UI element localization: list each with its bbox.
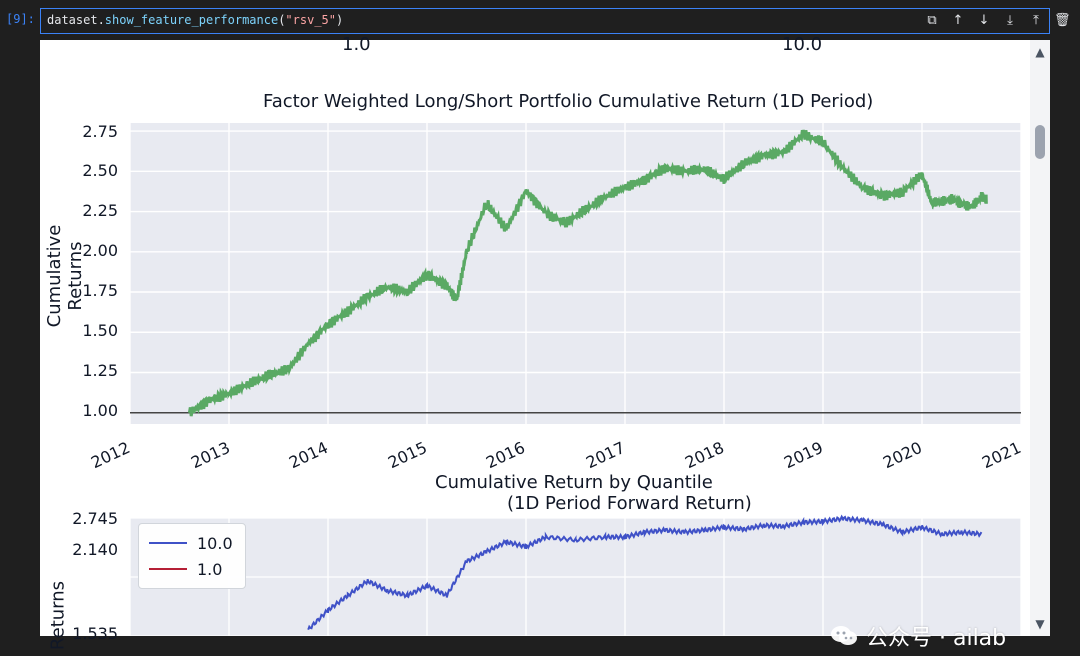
quantile-y-tick-label: 2.745 xyxy=(72,509,118,528)
legend-label: 1.0 xyxy=(197,559,223,579)
quantile-y-tick-label: 2.140 xyxy=(72,540,118,559)
long-short-return-line xyxy=(187,129,988,417)
code-open-paren: ( xyxy=(278,13,286,27)
notebook-cell-header: [9]: dataset.show_feature_performance("r… xyxy=(0,0,1080,40)
y-tick-label: 1.50 xyxy=(82,321,118,340)
code-close-paren: ) xyxy=(336,13,344,27)
vertical-scrollbar[interactable]: ▲ ▼ xyxy=(1030,40,1050,636)
copy-icon[interactable]: ⧉ xyxy=(927,13,937,28)
delete-icon[interactable]: 🗑 xyxy=(1054,13,1071,28)
scroll-down-icon[interactable]: ▼ xyxy=(1035,617,1045,631)
quantile-10-line xyxy=(307,514,983,631)
move-up-icon[interactable]: ↑ xyxy=(952,13,964,28)
y-tick-label: 1.25 xyxy=(82,361,118,380)
cell-toolbar: ⧉ ↑ ↓ ⤓ ⤒ 🗑 xyxy=(924,10,1070,32)
legend-item: 10.0 xyxy=(149,532,233,554)
chart-title: Factor Weighted Long/Short Portfolio Cum… xyxy=(263,91,874,112)
insert-above-icon[interactable]: ⤒ xyxy=(1033,13,1039,28)
scroll-thumb[interactable] xyxy=(1035,125,1045,159)
code-string: "rsv_5" xyxy=(285,13,336,27)
top-axis-label-1: 1.0 xyxy=(342,34,371,55)
cell-output: 1.0 10.0 Factor Weighted Long/Short Port… xyxy=(40,34,1050,651)
legend-label: 10.0 xyxy=(197,533,233,553)
quantile-plot xyxy=(129,514,1022,636)
y-tick-label: 1.75 xyxy=(82,281,118,300)
quantile-y-tick-label: 1.535 xyxy=(72,624,118,643)
legend-swatch xyxy=(149,542,187,544)
quantile-chart-title-2: (1D Period Forward Return) xyxy=(507,493,752,514)
cell-prompt: [9]: xyxy=(6,12,35,26)
code-call: show_feature_performance xyxy=(104,13,279,27)
watermark-text: 公众号 · ailab xyxy=(866,626,1007,651)
output-area: 1.0 10.0 Factor Weighted Long/Short Port… xyxy=(40,34,1030,651)
y-tick-label: 1.00 xyxy=(82,401,118,420)
watermark: 公众号 · ailab xyxy=(830,620,1006,652)
code-line[interactable]: dataset.show_feature_performance("rsv_5"… xyxy=(47,13,343,27)
chart-plot xyxy=(129,123,1022,424)
y-tick-label: 2.00 xyxy=(82,241,118,260)
insert-below-icon[interactable]: ⤓ xyxy=(1007,13,1013,28)
top-axis-label-2: 10.0 xyxy=(782,34,823,55)
code-prefix: dataset. xyxy=(47,13,105,27)
scroll-up-icon[interactable]: ▲ xyxy=(1035,45,1045,59)
y-tick-label: 2.25 xyxy=(82,201,118,220)
y-tick-label: 2.75 xyxy=(82,122,118,141)
legend-swatch xyxy=(149,568,187,570)
y-tick-label: 2.50 xyxy=(82,161,118,180)
code-editor[interactable]: dataset.show_feature_performance("rsv_5"… xyxy=(40,8,1050,34)
legend-item: 1.0 xyxy=(149,558,222,580)
move-down-icon[interactable]: ↓ xyxy=(978,13,990,28)
legend: 10.0 1.0 xyxy=(138,523,246,589)
quantile-chart-title-1: Cumulative Return by Quantile xyxy=(435,472,713,493)
wechat-icon xyxy=(831,626,857,645)
